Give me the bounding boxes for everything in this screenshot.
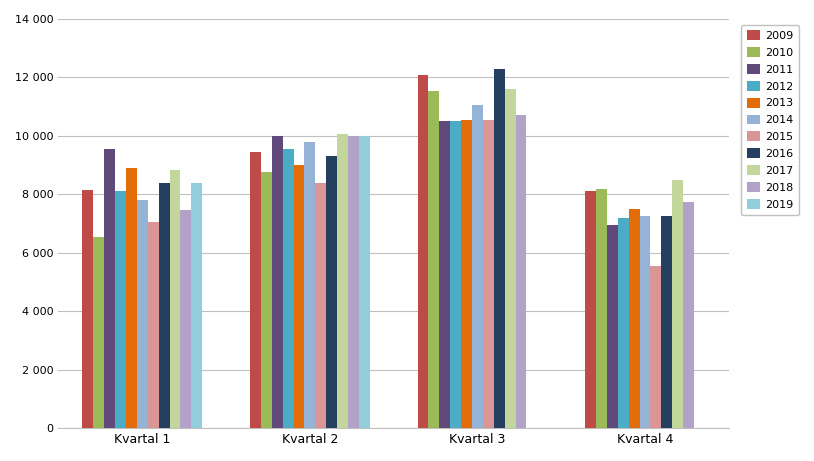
Bar [315,183,326,428]
Bar [348,136,359,428]
Bar [191,183,202,428]
Bar [428,91,440,428]
Bar [272,136,282,428]
Bar [650,266,661,428]
Bar [450,121,461,428]
Bar [585,191,596,428]
Bar [505,89,515,428]
Bar [461,120,472,428]
Bar [640,216,650,428]
Bar [483,120,494,428]
Bar [596,189,607,428]
Bar [294,165,304,428]
Bar [607,225,618,428]
Bar [672,180,683,428]
Bar [515,115,527,428]
Bar [250,152,261,428]
Bar [181,210,191,428]
Bar [115,191,126,428]
Bar [661,216,672,428]
Bar [440,121,450,428]
Bar [94,236,104,428]
Bar [618,218,628,428]
Bar [82,190,94,428]
Bar [137,200,148,428]
Bar [326,156,337,428]
Legend: 2009, 2010, 2011, 2012, 2013, 2014, 2015, 2016, 2017, 2018, 2019: 2009, 2010, 2011, 2012, 2013, 2014, 2015… [741,24,799,215]
Bar [472,105,483,428]
Bar [494,69,505,428]
Bar [683,201,694,428]
Bar [104,149,115,428]
Bar [169,170,181,428]
Bar [337,135,348,428]
Bar [126,168,137,428]
Bar [282,149,294,428]
Bar [304,142,315,428]
Bar [359,136,370,428]
Bar [159,183,169,428]
Bar [628,209,640,428]
Bar [418,75,428,428]
Bar [261,172,272,428]
Bar [148,222,159,428]
